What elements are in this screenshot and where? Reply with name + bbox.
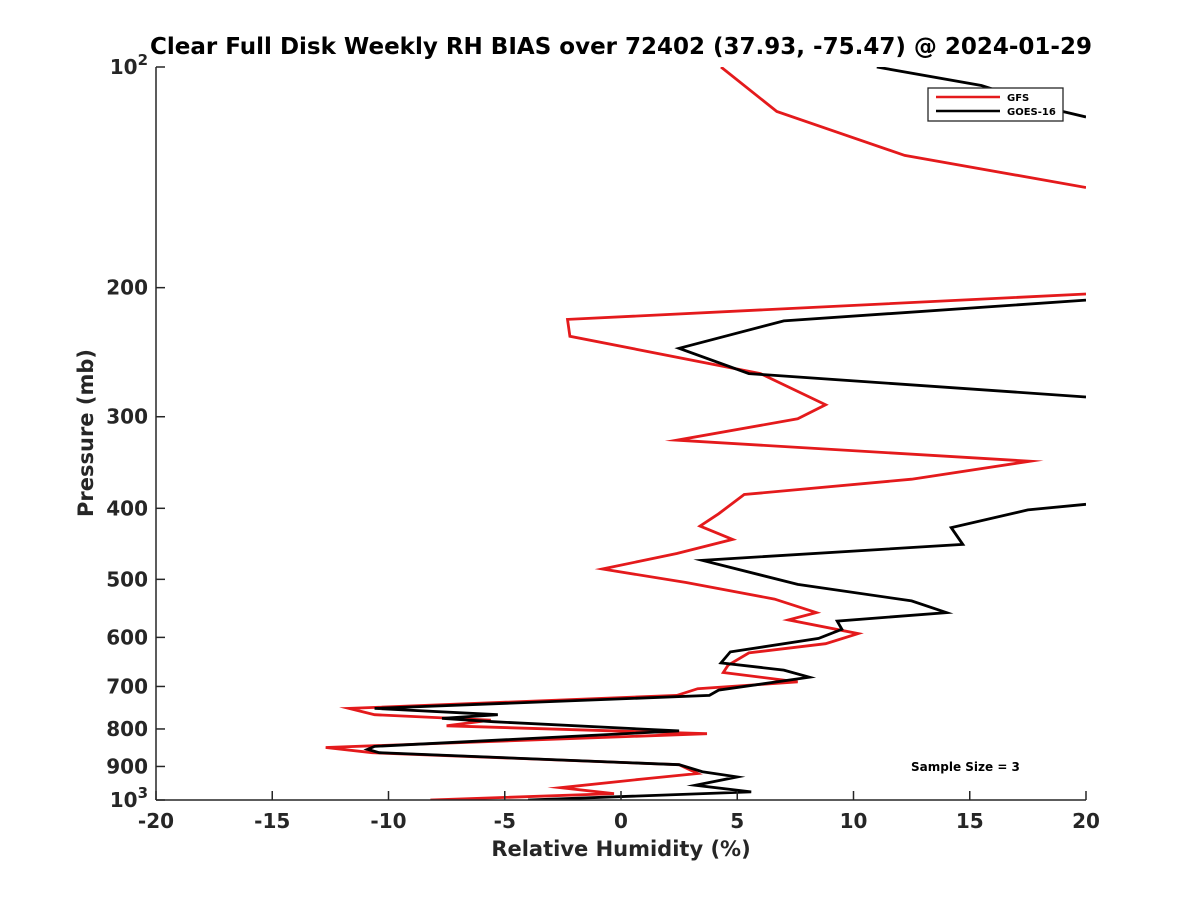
sample-size-annotation: Sample Size = 3 [911,760,1020,774]
x-tick-label: 0 [614,809,628,833]
plot-area [156,67,1086,800]
y-tick-label: 700 [106,674,148,698]
x-tick-label: -15 [254,809,290,833]
x-tick-label: -20 [138,809,174,833]
chart-title: Clear Full Disk Weekly RH BIAS over 7240… [150,34,1092,60]
x-tick-label: 20 [1072,809,1100,833]
y-tick-label: 200 [106,276,148,300]
x-tick-label: 10 [840,809,868,833]
legend-box [927,87,1064,122]
legend-label-goes16: GOES-16 [1007,107,1056,118]
x-axis-title: Relative Humidity (%) [491,837,750,861]
y-tick-label: 102 [110,51,148,79]
x-tick-label: 15 [956,809,984,833]
y-tick-label: 400 [106,496,148,520]
y-tick-label: 900 [106,754,148,778]
x-tick-label: 5 [730,809,744,833]
y-tick-label: 103 [110,784,148,812]
x-tick-label: -10 [370,809,406,833]
y-tick-label: 800 [106,717,148,741]
y-ticks: 102 200 300 400 500 600 700 800 900 103 [106,51,165,812]
y-tick-label: 500 [106,567,148,591]
y-tick-label: 600 [106,625,148,649]
legend: GFS GOES-16 [927,87,1064,122]
x-ticks: -20 -15 -10 -5 0 5 10 15 20 [138,791,1100,833]
legend-label-gfs: GFS [1007,93,1029,104]
y-tick-label: 300 [106,405,148,429]
x-tick-label: -5 [494,809,516,833]
series-line-gfs [325,67,1086,800]
y-axis-title: Pressure (mb) [74,349,98,517]
